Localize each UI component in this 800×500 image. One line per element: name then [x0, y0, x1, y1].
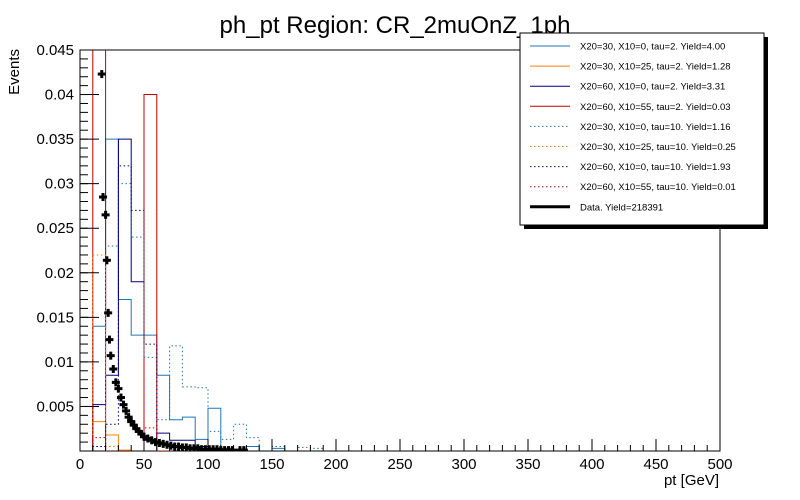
data-point: [132, 424, 141, 433]
legend-entries: X20=30, X10=0, tau=2. Yield=4.00 X20=30, …: [530, 42, 736, 213]
data-point: [114, 384, 123, 393]
legend-label: X20=60, X10=0, tau=10. Yield=1.93: [580, 162, 731, 173]
legend-label: X20=30, X10=0, tau=10. Yield=1.16: [580, 122, 731, 133]
legend-label: X20=60, X10=55, tau=10. Yield=0.01: [580, 182, 736, 193]
data-point: [104, 308, 113, 317]
x-tick-label: 50: [136, 456, 153, 473]
x-tick-label: 250: [387, 456, 412, 473]
y-tick-label: 0.025: [36, 220, 74, 237]
data-point: [143, 434, 152, 443]
x-tick-label: 350: [515, 456, 540, 473]
series-5-histogram: [92, 254, 119, 451]
data-point: [147, 436, 156, 445]
legend-label: X20=30, X10=25, tau=2. Yield=1.28: [580, 62, 731, 73]
series-3-histogram: [92, 50, 170, 451]
legend-entry: X20=60, X10=0, tau=2. Yield=3.31: [530, 82, 725, 93]
y-tick-label: 0.03: [45, 176, 74, 193]
data-point: [124, 413, 133, 422]
data-point: [137, 430, 146, 439]
legend-label: Data. Yield=218391: [580, 202, 663, 213]
y-axis-label: Events: [6, 49, 23, 95]
series-7-histogram: [92, 427, 170, 451]
x-tick-label: 300: [451, 456, 476, 473]
data-point: [105, 335, 114, 344]
x-tick-label: 200: [323, 456, 348, 473]
data-point: [109, 365, 118, 374]
data-point: [101, 210, 110, 219]
chart-title: ph_pt Region: CR_2muOnZ_1ph: [220, 12, 571, 39]
series-layer: [92, 50, 324, 451]
data-point: [134, 427, 143, 436]
series-6-histogram: [92, 165, 209, 451]
legend-entry: Data. Yield=218391: [530, 202, 663, 213]
legend-entry: X20=30, X10=25, tau=2. Yield=1.28: [530, 62, 731, 73]
x-tick-label: 150: [259, 456, 284, 473]
data-point: [116, 393, 125, 402]
legend-label: X20=30, X10=0, tau=2. Yield=4.00: [580, 42, 725, 53]
y-tick-label: 0.015: [36, 309, 74, 326]
data-point: [111, 378, 120, 387]
series-1-histogram: [92, 421, 132, 451]
y-tick-label: 0.04: [45, 87, 74, 104]
axis-layer: 0 50 100 150 200 250 300 350 400 450 500 0.005 0.01 0…: [36, 42, 732, 473]
legend-entry: X20=30, X10=25, tau=10. Yield=0.25: [530, 142, 736, 153]
data-point: [228, 446, 237, 451]
legend-entry: X20=60, X10=0, tau=10. Yield=1.93: [530, 162, 731, 173]
data-point: [119, 400, 128, 409]
y-tick-label: 0.02: [45, 265, 74, 282]
data-point: [122, 406, 131, 415]
legend-box: [519, 32, 765, 226]
legend-entry: X20=60, X10=55, tau=2. Yield=0.03: [530, 102, 731, 113]
x-tick-label: 100: [195, 456, 220, 473]
legend-entry: X20=60, X10=55, tau=10. Yield=0.01: [530, 182, 736, 193]
legend-label: X20=60, X10=0, tau=2. Yield=3.31: [580, 82, 725, 93]
y-tick-label: 0.01: [45, 354, 74, 371]
data-points-layer: [97, 70, 248, 451]
data-point: [129, 421, 138, 430]
data-point: [102, 256, 111, 265]
legend-entry: X20=30, X10=0, tau=2. Yield=4.00: [530, 42, 725, 53]
x-tick-label: 500: [707, 456, 732, 473]
y-tick-label: 0.045: [36, 42, 74, 59]
x-tick-label: 0: [76, 456, 84, 473]
y-tick-label: 0.035: [36, 131, 74, 148]
series-2-histogram: [92, 138, 235, 451]
data-point: [127, 417, 136, 426]
x-tick-label: 450: [643, 456, 668, 473]
data-point: [97, 70, 106, 79]
data-point: [106, 351, 115, 360]
data-point: [99, 193, 108, 202]
x-axis-label: pt [GeV]: [664, 472, 719, 489]
x-tick-label: 400: [579, 456, 604, 473]
legend: X20=30, X10=0, tau=2. Yield=4.00 X20=30, …: [519, 32, 768, 229]
legend-entry: X20=30, X10=0, tau=10. Yield=1.16: [530, 122, 731, 133]
legend-label: X20=60, X10=55, tau=2. Yield=0.03: [580, 102, 731, 113]
data-point: [239, 446, 248, 451]
y-tick-label: 0.005: [36, 398, 74, 415]
data-point: [140, 432, 148, 441]
legend-label: X20=30, X10=25, tau=10. Yield=0.25: [580, 142, 736, 153]
